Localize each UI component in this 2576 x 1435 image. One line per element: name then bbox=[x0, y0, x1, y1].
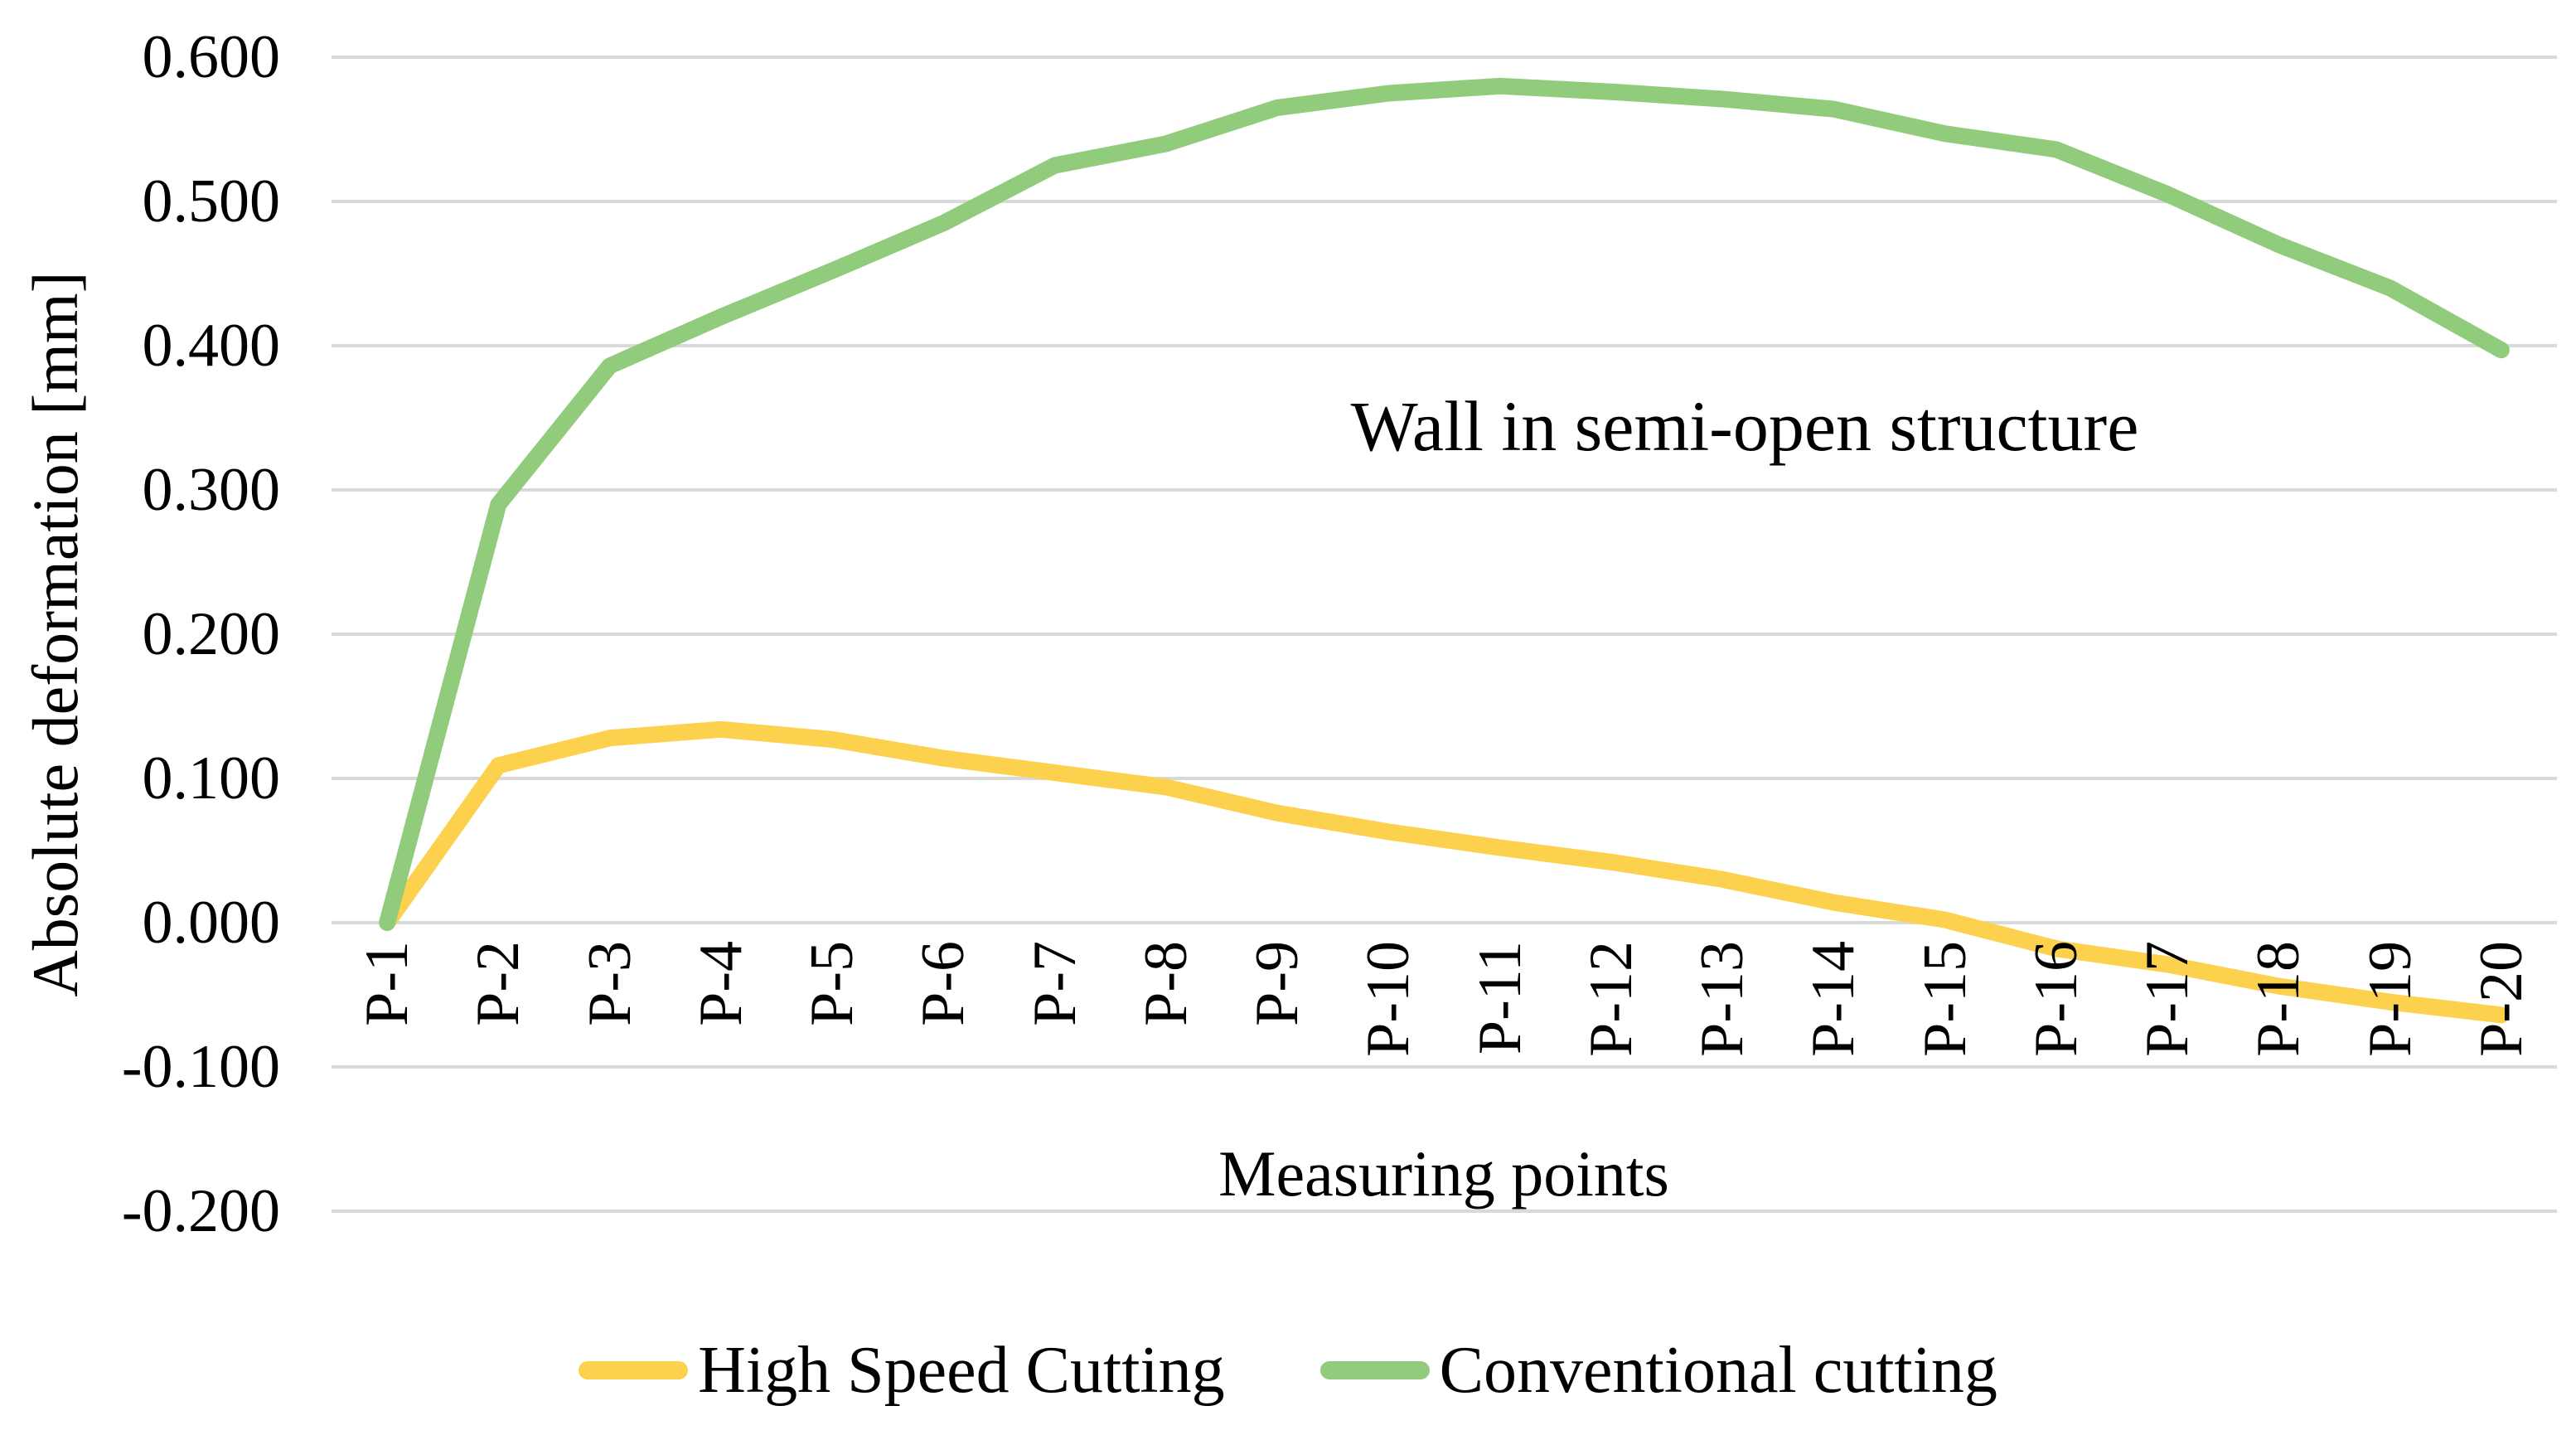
x-category-label: P-6 bbox=[909, 941, 978, 1026]
series-lines bbox=[379, 77, 2510, 1024]
y-tick-label: 0.100 bbox=[142, 744, 281, 812]
hsc-line bbox=[379, 720, 2510, 1024]
x-category-label: P-10 bbox=[1354, 941, 1423, 1057]
y-tick-label: -0.100 bbox=[121, 1033, 280, 1101]
x-category-label: P-17 bbox=[2133, 941, 2202, 1057]
x-category-label: P-18 bbox=[2244, 941, 2313, 1057]
x-category-label: P-11 bbox=[1465, 941, 1534, 1055]
conventional-line bbox=[379, 77, 2510, 931]
x-category-label: P-1 bbox=[353, 941, 422, 1026]
legend-entry-conventional: Conventional cutting bbox=[1319, 1325, 1997, 1416]
legend-label-conventional: Conventional cutting bbox=[1439, 1334, 1997, 1407]
x-category-label: P-4 bbox=[686, 941, 755, 1026]
x-category-label: P-7 bbox=[1020, 941, 1089, 1026]
y-tick-label: 0.500 bbox=[142, 167, 281, 235]
x-category-label: P-9 bbox=[1243, 941, 1312, 1026]
y-tick-label: -0.200 bbox=[121, 1177, 280, 1245]
gridlines bbox=[332, 56, 2557, 1213]
y-tick-label: 0.000 bbox=[142, 889, 281, 957]
x-category-label: P-15 bbox=[1910, 941, 1979, 1057]
x-category-label: P-5 bbox=[798, 941, 867, 1026]
x-category-label: P-2 bbox=[464, 941, 533, 1026]
y-axis-title: Absolute deformation [mm] bbox=[19, 271, 91, 997]
x-category-label: P-20 bbox=[2467, 941, 2535, 1057]
x-category-label: P-16 bbox=[2022, 941, 2090, 1057]
legend-label-hsc: High Speed Cutting bbox=[698, 1334, 1225, 1407]
y-tick-label: 0.300 bbox=[142, 456, 281, 524]
legend-entry-hsc: High Speed Cutting bbox=[579, 1325, 1225, 1416]
y-tick-label: 0.600 bbox=[142, 23, 281, 91]
hsc-line-swatch bbox=[579, 1361, 689, 1379]
y-tick-label: 0.400 bbox=[142, 312, 281, 380]
x-axis-title: Measuring points bbox=[1218, 1137, 1669, 1210]
x-category-label: P-19 bbox=[2356, 941, 2424, 1057]
x-category-label: P-13 bbox=[1688, 941, 1757, 1057]
y-tick-label: 0.200 bbox=[142, 600, 281, 668]
x-category-label: P-14 bbox=[1799, 941, 1868, 1057]
chart-annotation: Wall in semi-open structure bbox=[1350, 386, 2139, 466]
legend: High Speed Cutting Conventional cutting bbox=[0, 1325, 2576, 1416]
x-category-label: P-3 bbox=[575, 941, 644, 1026]
conventional-line-swatch bbox=[1319, 1361, 1430, 1379]
x-category-label: P-12 bbox=[1576, 941, 1645, 1057]
x-category-label: P-8 bbox=[1131, 941, 1200, 1026]
